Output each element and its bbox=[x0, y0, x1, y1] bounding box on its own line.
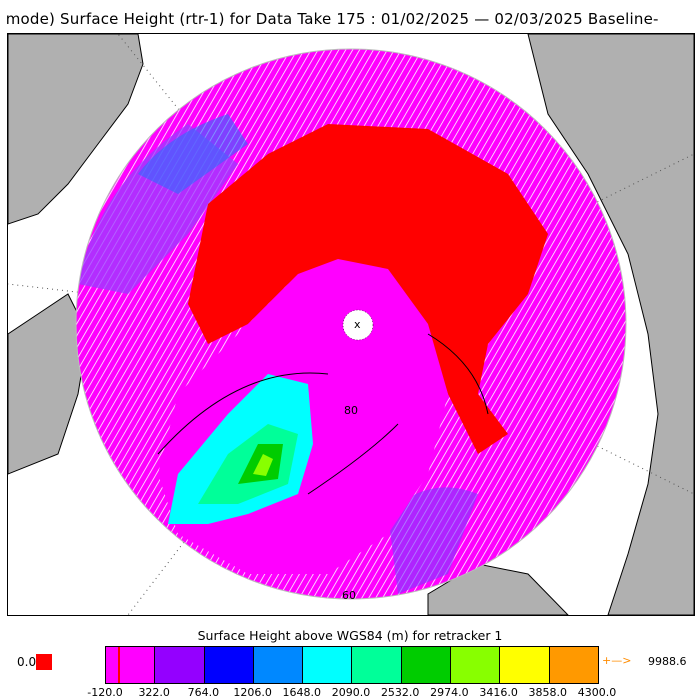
colorbar-tick-label: 2974.0 bbox=[430, 686, 469, 699]
colorbar-segment bbox=[253, 647, 304, 683]
graticule bbox=[8, 34, 694, 615]
colorbar-tick-labels: -120.0 322.0 764.0 1206.0 1648.0 2090.0 2532.0… bbox=[0, 686, 700, 700]
latitude-label-60: 60 bbox=[342, 589, 356, 602]
pole-marker: x bbox=[354, 318, 361, 331]
colorbar bbox=[105, 646, 599, 684]
overflow-value-label: 9988.6 bbox=[648, 655, 687, 668]
colorbar-segment bbox=[352, 647, 402, 683]
colorbar-title: Surface Height above WGS84 (m) for retra… bbox=[197, 628, 503, 643]
colorbar-tick-label: -120.0 bbox=[87, 686, 123, 699]
colorbar-tick-label: 1206.0 bbox=[233, 686, 272, 699]
pole-hole bbox=[342, 309, 374, 341]
map-title: ll mode) Surface Height (rtr-1) for Data… bbox=[0, 10, 700, 30]
colorbar-segment bbox=[549, 647, 598, 683]
zero-value-swatch bbox=[36, 654, 52, 670]
overflow-arrow: +—> bbox=[602, 654, 632, 667]
latitude-label-80: 80 bbox=[344, 404, 358, 417]
zero-marker-line bbox=[118, 647, 120, 683]
colorbar-segment bbox=[451, 647, 501, 683]
polar-map: x 80 60 bbox=[7, 33, 695, 616]
colorbar-segment bbox=[204, 647, 254, 683]
colorbar-tick-label: 3416.0 bbox=[479, 686, 518, 699]
colorbar-tick-label: 2532.0 bbox=[380, 686, 420, 699]
polar-map-svg: x 80 60 bbox=[8, 34, 694, 615]
zero-value-label: 0.0 bbox=[17, 655, 37, 669]
land-masses bbox=[8, 34, 694, 615]
colorbar-segment bbox=[401, 647, 452, 683]
colorbar-tick-label: 3858.0 bbox=[528, 686, 568, 699]
colorbar-tick-label: 322.0 bbox=[138, 686, 170, 699]
colorbar-segment bbox=[106, 647, 156, 683]
map-title-text: ll mode) Surface Height (rtr-1) for Data… bbox=[0, 10, 659, 28]
colorbar-segment bbox=[155, 647, 205, 683]
colorbar-tick-label: 1648.0 bbox=[282, 686, 322, 699]
colorbar-tick-label: 2090.0 bbox=[331, 686, 371, 699]
colorbar-segment bbox=[500, 647, 550, 683]
colorbar-segment bbox=[303, 647, 353, 683]
colorbar-tick-label: 764.0 bbox=[187, 686, 220, 699]
colorbar-tick-label: 4300.0 bbox=[577, 686, 617, 699]
